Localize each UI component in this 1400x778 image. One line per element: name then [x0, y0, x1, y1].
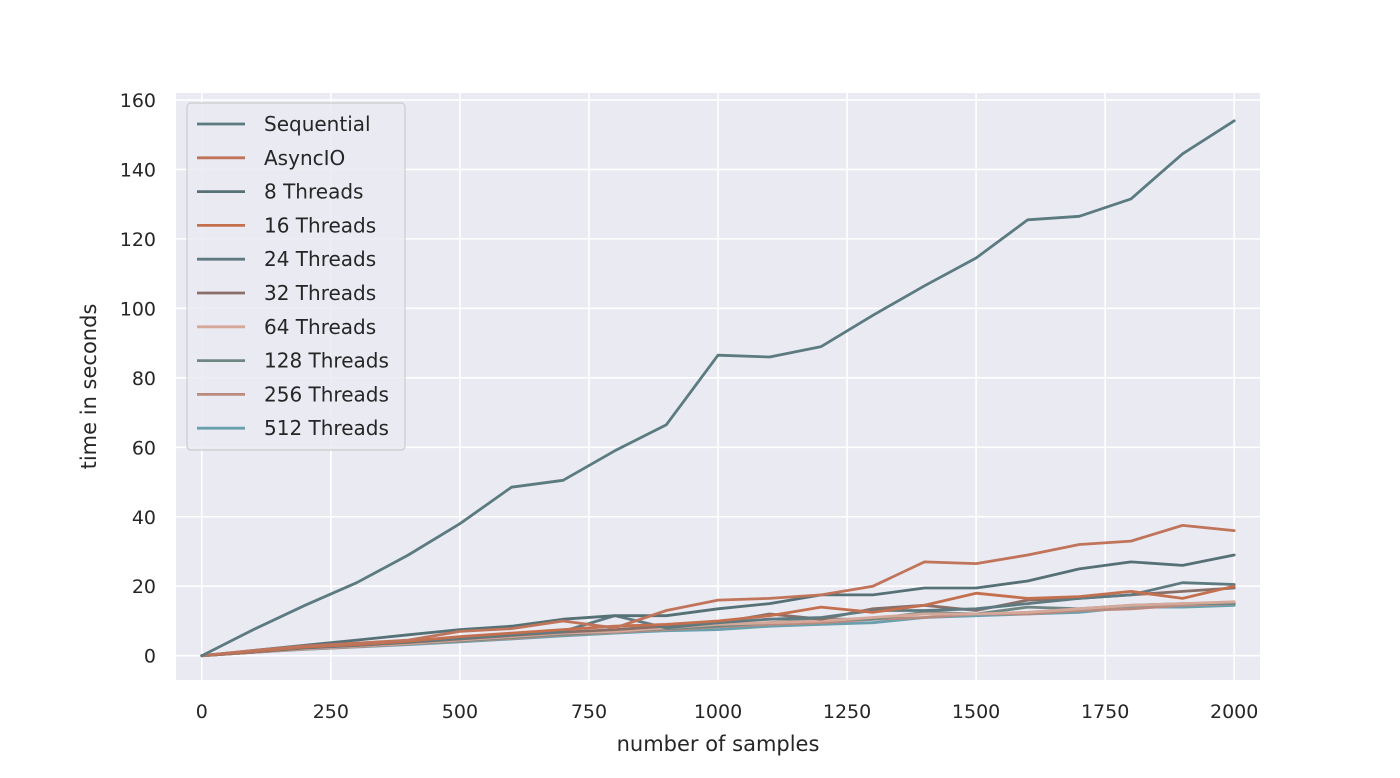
y-tick-label: 60 — [132, 437, 156, 459]
y-tick-labels: 0 20 40 60 80 100 120 140 160 — [120, 90, 156, 668]
y-axis-label: time in seconds — [77, 304, 101, 470]
x-tick-label: 2000 — [1210, 701, 1258, 723]
legend-entry-label: 24 Threads — [264, 247, 376, 271]
y-tick-label: 20 — [132, 576, 156, 598]
series-line-asyncio — [200, 524, 1236, 658]
x-tick-label: 1500 — [952, 701, 1000, 723]
series-line-8-threads — [200, 553, 1236, 658]
legend-entry-label: 32 Threads — [264, 281, 376, 305]
x-tick-label: 1000 — [694, 701, 742, 723]
legend-entry-label: Sequential — [264, 112, 371, 136]
legend-entry-label: 512 Threads — [264, 416, 389, 440]
x-tick-label: 1250 — [823, 701, 871, 723]
legend-entry-label: 128 Threads — [264, 349, 389, 373]
x-tick-label: 0 — [196, 701, 208, 723]
legend-entry-label: 8 Threads — [264, 180, 363, 204]
x-axis-label: number of samples — [617, 732, 820, 756]
x-tick-labels: 0 250 500 750 1000 1250 1500 1750 2000 — [196, 701, 1259, 723]
legend-entry-label: AsyncIO — [264, 146, 345, 170]
legend-entry-label: 256 Threads — [264, 382, 389, 406]
legend: Sequential AsyncIO 8 Threads 16 Threads 24 T… — [186, 102, 406, 451]
series-lines — [200, 119, 1236, 658]
x-tick-label: 1750 — [1081, 701, 1129, 723]
y-tick-label: 0 — [144, 646, 156, 668]
grid-lines — [176, 93, 1260, 680]
x-tick-label: 500 — [442, 701, 478, 723]
y-tick-label: 140 — [120, 159, 156, 181]
series-line-sequential — [200, 119, 1236, 658]
y-tick-label: 100 — [120, 298, 156, 320]
y-tick-label: 120 — [120, 229, 156, 251]
y-tick-label: 40 — [132, 507, 156, 529]
y-tick-label: 80 — [132, 368, 156, 390]
legend-entry-label: 16 Threads — [264, 213, 376, 237]
legend-entry-label: 64 Threads — [264, 315, 376, 339]
y-tick-label: 160 — [120, 90, 156, 112]
x-tick-label: 750 — [571, 701, 607, 723]
legend-box — [186, 102, 406, 451]
x-tick-label: 250 — [313, 701, 349, 723]
